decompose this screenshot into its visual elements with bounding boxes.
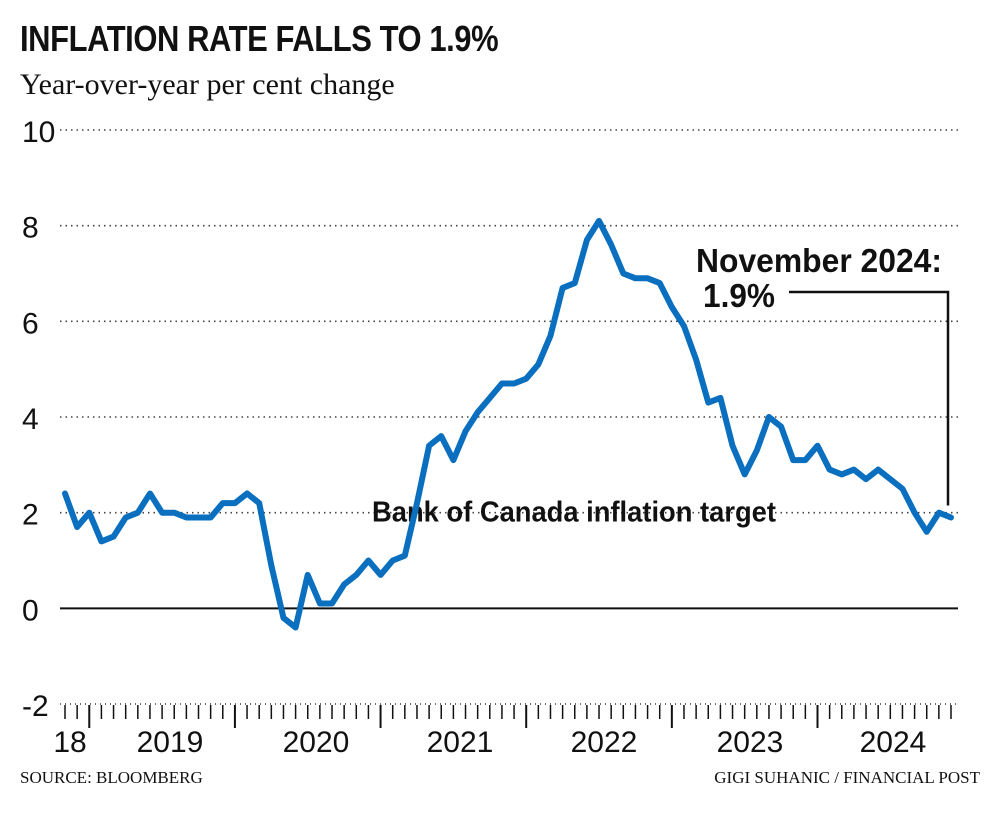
y-tick-label: 4 xyxy=(22,403,39,436)
callout-leader-line xyxy=(789,290,950,506)
x-tick-label: 2022 xyxy=(571,726,638,759)
credit-note: GIGI SUHANIC / FINANCIAL POST xyxy=(714,768,980,787)
y-tick-label: -2 xyxy=(22,690,49,723)
callout-date-label: November 2024: xyxy=(696,242,942,279)
y-tick-label: 6 xyxy=(22,307,39,340)
x-tick-label: 2020 xyxy=(283,726,350,759)
chart-subtitle: Year-over-year per cent change xyxy=(20,68,395,101)
x-tick-label: 2024 xyxy=(860,726,927,759)
callout-value-label: 1.9% xyxy=(703,277,775,314)
y-tick-label: 2 xyxy=(22,499,39,532)
y-tick-label: 10 xyxy=(22,116,55,149)
inflation-series-line xyxy=(62,217,954,631)
x-tick-label: 2023 xyxy=(717,726,784,759)
x-tick-label: 18 xyxy=(53,726,86,759)
y-tick-label: 0 xyxy=(22,594,39,627)
source-note: SOURCE: BLOOMBERG xyxy=(20,768,203,787)
x-tick-label: 2021 xyxy=(427,726,494,759)
y-tick-label: 8 xyxy=(22,212,39,245)
x-tick-label: 2019 xyxy=(137,726,204,759)
chart-title: INFLATION RATE FALLS TO 1.9% xyxy=(20,18,499,59)
target-annotation: Bank of Canada inflation target xyxy=(372,497,776,529)
